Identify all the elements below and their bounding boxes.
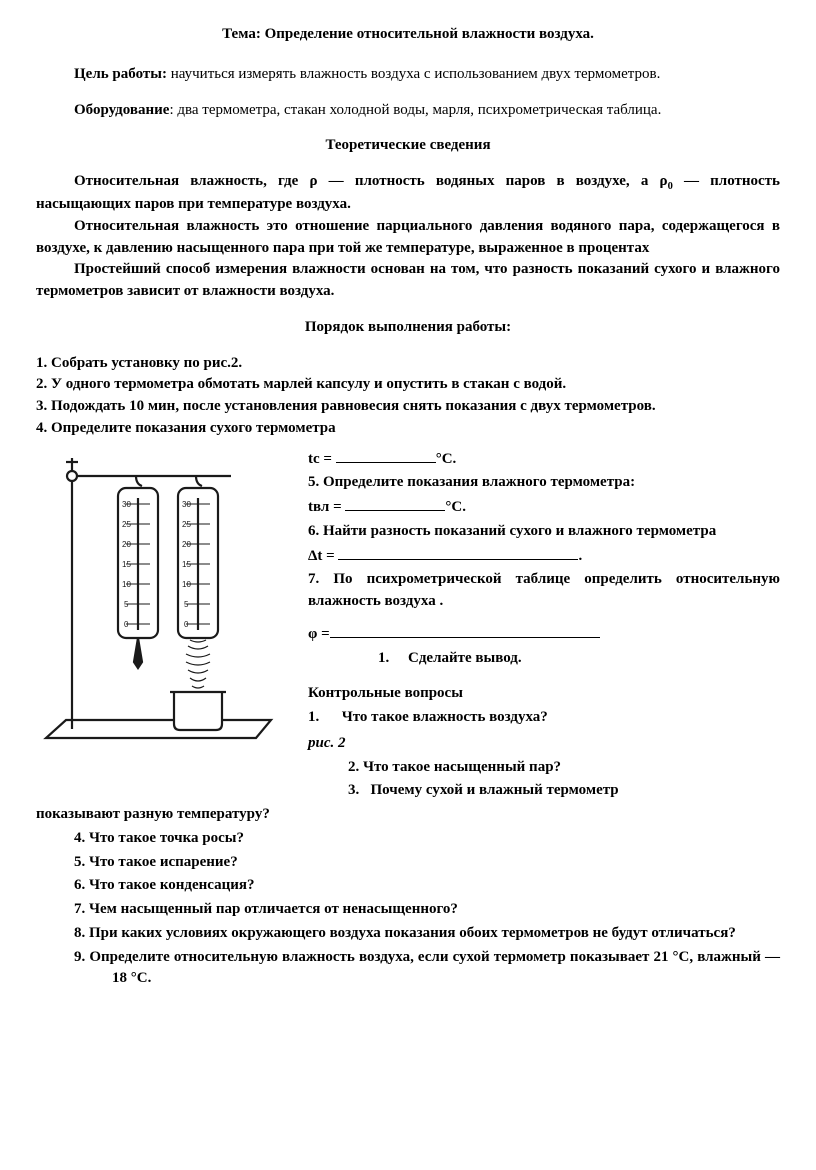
question-4: 4. Что такое точка росы?: [36, 828, 780, 850]
question-7: 7. Чем насыщенный пар отличается от нена…: [36, 899, 780, 921]
svg-text:15: 15: [122, 560, 131, 569]
theory-heading: Теоретические сведения: [36, 135, 780, 157]
svg-text:0: 0: [184, 620, 189, 629]
svg-text:20: 20: [182, 540, 191, 549]
svg-text:15: 15: [182, 560, 191, 569]
theory-text-1a: Относительная влажность, где: [74, 173, 309, 189]
tc-line: tс = °С.: [308, 448, 780, 471]
diagram-column: 30 25 20 15 10 5 0 30 25 20 15 10 5 0: [36, 448, 294, 776]
theory-para-3: Простейший способ измерения влажности ос…: [36, 259, 780, 303]
figure-caption: рис. 2: [308, 733, 780, 755]
control-questions-heading: Контрольные вопросы: [308, 683, 780, 705]
procedure-step-4: 4. Определите показания сухого термометр…: [36, 418, 780, 440]
theory-para-1: Относительная влажность, где ρ — плотнос…: [36, 171, 780, 216]
svg-text:30: 30: [122, 500, 131, 509]
question-1: 1. Что такое влажность воздуха?: [308, 707, 780, 729]
procedure-heading: Порядок выполнения работы:: [36, 317, 780, 339]
procedure-step-3: 3. Подождать 10 мин, после установления …: [36, 396, 780, 418]
procedure-step-2: 2. У одного термометра обмотать марлей к…: [36, 374, 780, 396]
phi-line: φ =: [308, 623, 780, 646]
question-2: 2. Что такое насыщенный пар?: [308, 757, 780, 779]
svg-text:5: 5: [184, 600, 189, 609]
svg-text:30: 30: [182, 500, 191, 509]
rho-symbol: ρ: [309, 173, 317, 189]
theory-para-2: Относительная влажность это отношение па…: [36, 216, 780, 260]
svg-text:0: 0: [124, 620, 129, 629]
question-8: 8. При каких условиях окружающего воздух…: [74, 923, 780, 945]
question-6: 6. Что такое конденсация?: [36, 875, 780, 897]
svg-text:10: 10: [122, 580, 131, 589]
svg-text:10: 10: [182, 580, 191, 589]
procedure-step-6: 6. Найти разность показаний сухого и вла…: [308, 521, 780, 543]
svg-text:25: 25: [182, 520, 191, 529]
page-title: Тема: Определение относительной влажност…: [36, 24, 780, 46]
procedure-step-1: 1. Собрать установку по рис.2.: [36, 353, 780, 375]
goal-text: научиться измерять влажность воздуха с и…: [167, 66, 660, 82]
right-column: tс = °С. 5. Определите показания влажног…: [308, 448, 780, 805]
procedure-step-7: 7. По психрометрической таблице определи…: [308, 569, 780, 613]
question-5: 5. Что такое испарение?: [36, 852, 780, 874]
equipment-para: Оборудование: два термометра, стакан хол…: [36, 100, 780, 122]
goal-para: Цель работы: научиться измерять влажност…: [36, 64, 780, 86]
procedure-step-5: 5. Определите показания влажного термоме…: [308, 472, 780, 494]
dt-line: Δt = .: [308, 545, 780, 568]
psychrometer-diagram: 30 25 20 15 10 5 0 30 25 20 15 10 5 0: [36, 448, 294, 768]
equipment-text: : два термометра, стакан холодной воды, …: [169, 102, 661, 118]
question-9: 9. Определите относительную влажность во…: [74, 947, 780, 991]
conclusion-line: 1. Сделайте вывод.: [308, 648, 780, 670]
svg-text:20: 20: [122, 540, 131, 549]
theory-text-1b: — плотность водяных паров в воздухе, а: [318, 173, 660, 189]
svg-text:25: 25: [122, 520, 131, 529]
question-3-cont: показывают разную температуру?: [36, 804, 780, 826]
question-3-part1: 3. Почему сухой и влажный термометр: [308, 780, 780, 802]
tvl-line: tвл = °С.: [308, 496, 780, 519]
svg-text:5: 5: [124, 600, 129, 609]
equipment-label: Оборудование: [74, 102, 169, 118]
goal-label: Цель работы:: [74, 66, 167, 82]
rho0-symbol: ρ0: [660, 173, 673, 189]
